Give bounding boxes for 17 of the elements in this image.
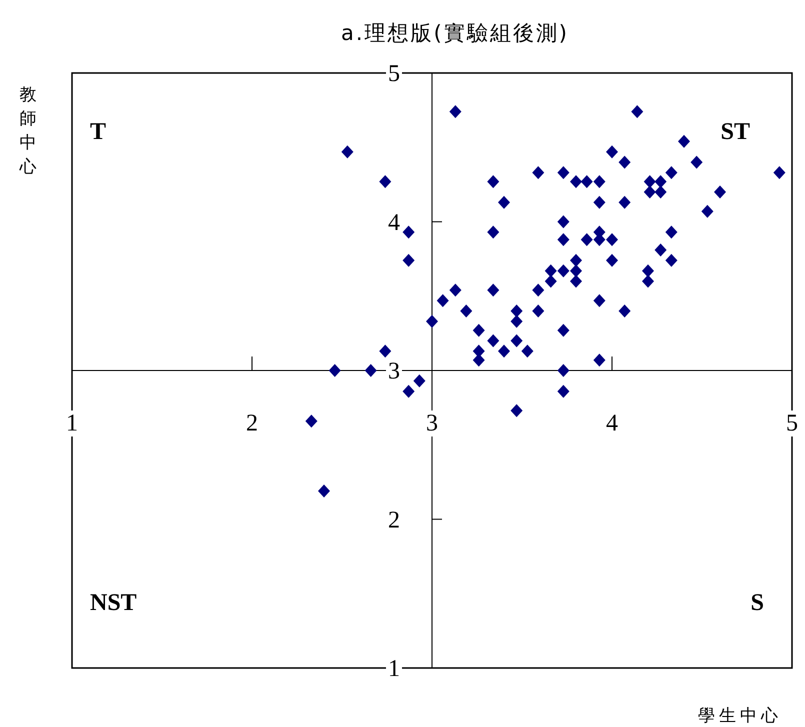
y-tick-label: 4 <box>388 210 400 236</box>
x-axis-title: 學生中心 <box>698 706 782 726</box>
annotation: T <box>90 119 106 145</box>
y-tick-label: 3 <box>388 358 400 384</box>
annotation: NST <box>90 590 137 616</box>
x-tick-label: 3 <box>426 410 438 436</box>
y-tick-label: 1 <box>388 656 400 682</box>
x-tick-label: 2 <box>246 410 258 436</box>
chart-title: a.理想版(實驗組後測) <box>341 21 569 45</box>
x-tick-label: 1 <box>66 410 78 436</box>
y-axis-title: 教師中心 <box>18 85 36 177</box>
x-tick-label: 4 <box>606 410 618 436</box>
x-tick-label: 5 <box>786 410 798 436</box>
y-tick-label: 2 <box>388 507 400 534</box>
annotation: ST <box>720 119 750 145</box>
annotation: S <box>750 590 764 616</box>
y-tick-label: 5 <box>388 61 400 87</box>
